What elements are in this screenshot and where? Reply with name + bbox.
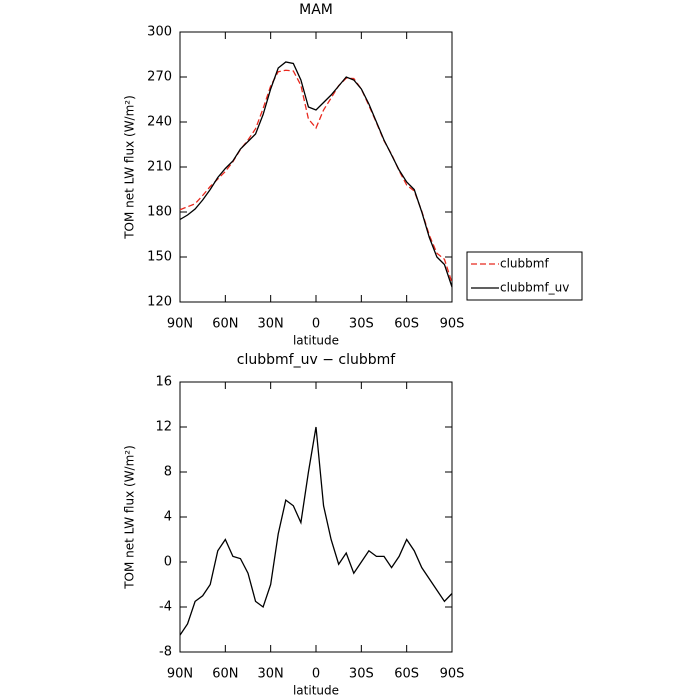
y-tick-label: 16 <box>155 375 172 390</box>
chart-title: clubbmf_uv − clubbmf <box>237 352 396 368</box>
x-tick-label: 60S <box>394 317 419 332</box>
x-tick-label: 30N <box>258 317 284 332</box>
x-axis-label: latitude <box>293 334 339 348</box>
y-tick-label: 0 <box>164 555 172 570</box>
y-tick-label: 8 <box>164 465 172 480</box>
y-axis-label: TOM net LW flux (W/m²) <box>123 445 137 590</box>
y-tick-label: 270 <box>147 70 172 85</box>
x-tick-label: 0 <box>312 317 320 332</box>
y-tick-label: 240 <box>147 115 172 130</box>
legend-label: clubbmf_uv <box>500 281 569 295</box>
y-tick-label: -4 <box>159 600 172 615</box>
y-tick-label: 210 <box>147 160 172 175</box>
legend-label: clubbmf <box>500 257 549 271</box>
y-tick-label: 150 <box>147 250 172 265</box>
x-tick-label: 60N <box>212 667 238 682</box>
chart-title: MAM <box>299 2 333 18</box>
y-tick-label: -8 <box>159 645 172 660</box>
x-tick-label: 0 <box>312 667 320 682</box>
y-axis-label: TOM net LW flux (W/m²) <box>123 95 137 240</box>
x-tick-label: 60N <box>212 317 238 332</box>
data-line <box>179 426 453 636</box>
x-axis-label: latitude <box>293 684 339 698</box>
x-tick-label: 30S <box>349 317 374 332</box>
legend-box <box>466 251 583 301</box>
x-tick-label: 90N <box>167 317 193 332</box>
x-tick-label: 90S <box>440 667 465 682</box>
y-tick-label: 12 <box>155 420 172 435</box>
data-line <box>179 61 453 288</box>
y-tick-label: 300 <box>147 25 172 40</box>
x-tick-label: 30N <box>258 667 284 682</box>
x-tick-label: 60S <box>394 667 419 682</box>
x-tick-label: 90S <box>440 317 465 332</box>
x-tick-label: 90N <box>167 667 193 682</box>
y-tick-label: 120 <box>147 295 172 310</box>
x-tick-label: 30S <box>349 667 374 682</box>
y-tick-label: 4 <box>164 510 172 525</box>
y-tick-label: 180 <box>147 205 172 220</box>
plot-frame <box>179 381 453 653</box>
plot-frame <box>179 31 453 303</box>
data-line <box>179 69 453 283</box>
